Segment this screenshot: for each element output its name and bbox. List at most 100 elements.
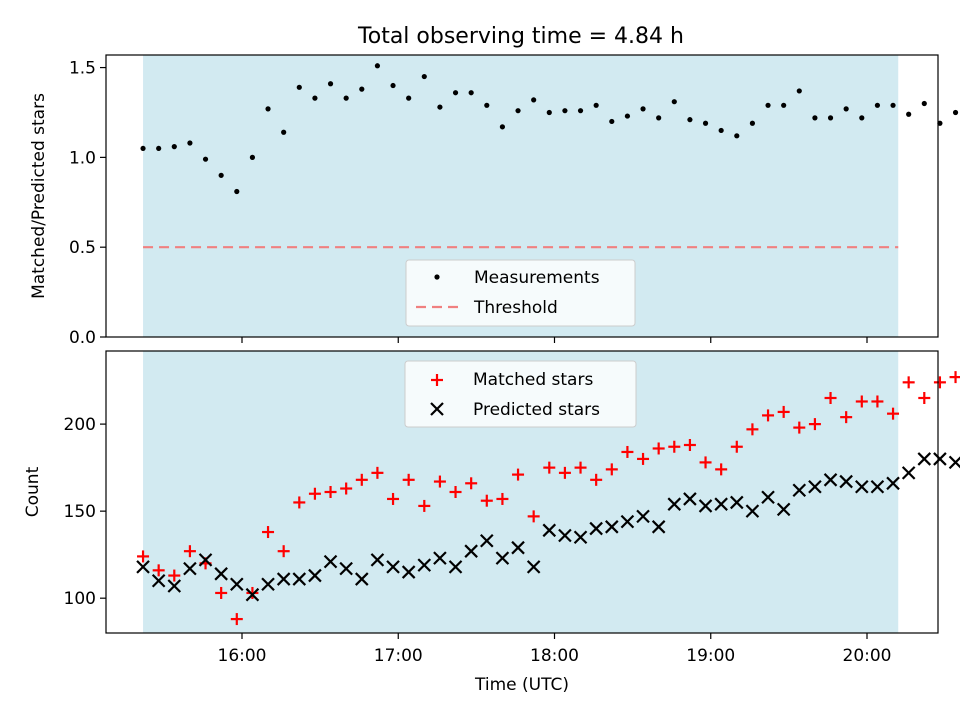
measurement-point [437, 104, 443, 110]
marker-stroke [839, 474, 853, 489]
matched-star-point [324, 486, 337, 498]
matched-star-point [262, 526, 275, 539]
matched-star-point [277, 545, 290, 558]
matched-star-point [418, 499, 431, 512]
measurement-point [452, 90, 459, 96]
predicted-star-point [448, 560, 463, 574]
marker-stroke [667, 497, 682, 511]
matched-star-point [558, 466, 571, 479]
measurement-point [890, 102, 896, 108]
measurement-point [671, 99, 677, 105]
marker-stroke [448, 560, 463, 574]
marker-stroke [636, 509, 650, 524]
measurement-point [937, 120, 943, 126]
legend-matched-marker [431, 374, 443, 386]
marker-stroke [198, 553, 213, 567]
matched-star-point [387, 492, 400, 505]
measurement-point [499, 124, 506, 130]
y-tick-label: 100 [64, 589, 96, 609]
matched-star-point [449, 486, 462, 498]
marker-stroke [917, 452, 932, 466]
marker-stroke [698, 499, 713, 513]
measurement-point [359, 86, 365, 92]
measurement-point [156, 145, 162, 152]
marker-stroke [339, 561, 353, 576]
legend-x-glyph [430, 402, 444, 416]
predicted-star-point [292, 572, 307, 586]
marker-stroke [370, 553, 385, 567]
bottom-y-axis-label: Count [23, 466, 43, 517]
predicted-star-point [730, 495, 744, 510]
measurement-point [624, 113, 631, 119]
marker-stroke [823, 473, 838, 487]
marker-stroke [430, 402, 444, 416]
x-axis-label: Time (UTC) [474, 675, 569, 695]
bottom-axes-frame [105, 350, 939, 634]
legend-plus-glyph [431, 374, 443, 386]
predicted-star-point [370, 553, 385, 567]
marker-stroke [417, 558, 432, 572]
legend-measurements-marker [434, 274, 440, 280]
ratio-panel: 0.0 0.5 1.0 1.5 Matched/Predicted stars Mea… [29, 54, 959, 348]
matched-star-point [949, 371, 960, 384]
measurement-point [171, 144, 177, 150]
marker-stroke [245, 587, 260, 602]
bottom-legend-box [404, 360, 637, 428]
measurement-point [702, 120, 709, 126]
measurement-point [406, 95, 412, 101]
predicted-star-point [464, 544, 478, 558]
matched-star-point [683, 439, 696, 451]
matched-star-point [543, 461, 556, 474]
predicted-star-point [558, 528, 572, 543]
measurement-point [781, 102, 787, 108]
measurement-point [484, 102, 490, 108]
marker-stroke [651, 520, 666, 534]
measurement-point [640, 106, 646, 112]
top-y-axis-label: Matched/Predicted stars [29, 93, 49, 299]
matched-star-point [762, 409, 775, 422]
predicted-star-point [636, 509, 650, 524]
marker-stroke [308, 568, 322, 583]
measurement-point [734, 133, 740, 139]
marker-stroke [730, 495, 744, 510]
predicted-star-point [605, 520, 619, 534]
measurement-point [515, 108, 521, 114]
marker-stroke [589, 521, 603, 536]
marker-stroke [151, 573, 166, 588]
matched-star-point [715, 463, 728, 476]
measurement-point [343, 95, 349, 101]
predicted-star-point [276, 572, 291, 586]
measurement-point [577, 108, 584, 114]
marker-stroke [526, 560, 541, 574]
predicted-star-point [167, 579, 182, 593]
legend-predicted-label: Predicted stars [473, 400, 600, 420]
measurement-point [296, 84, 302, 90]
matched-star-point [621, 445, 634, 458]
predicted-star-point [792, 483, 807, 498]
chart-title: Total observing time = 4.84 h [357, 24, 684, 49]
predicted-star-point [136, 560, 150, 574]
measurement-point [187, 140, 193, 146]
matched-star-point [777, 405, 790, 418]
top-x-ticks [241, 337, 868, 343]
marker-stroke [167, 579, 182, 593]
predicted-star-point [230, 577, 244, 592]
matched-star-point [746, 423, 759, 436]
predicted-star-point [651, 520, 666, 534]
matched-star-point [933, 376, 946, 389]
marker-stroke [542, 523, 557, 538]
predicted-star-point [870, 479, 885, 494]
y-tick-label: 1.0 [69, 148, 96, 168]
legend-predicted-marker [430, 402, 444, 416]
matched-star-point [371, 466, 384, 479]
marker-stroke [933, 452, 947, 466]
predicted-star-point [214, 567, 228, 581]
matched-star-point [246, 586, 259, 599]
x-tick-label: 17:00 [374, 646, 423, 666]
predicted-star-point [401, 565, 416, 579]
marker-stroke [886, 476, 900, 491]
marker-stroke [855, 479, 869, 494]
measurement-point [562, 108, 568, 114]
predicted-star-point [620, 514, 635, 529]
matched-star-point [699, 456, 712, 469]
